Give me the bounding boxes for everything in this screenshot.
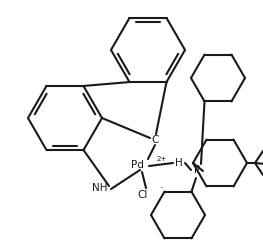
Text: P: P: [194, 165, 200, 175]
Text: ⁻: ⁻: [160, 186, 164, 192]
Text: 2+: 2+: [157, 156, 167, 162]
Text: Pd: Pd: [131, 160, 144, 170]
Text: H: H: [175, 158, 183, 168]
Text: NH: NH: [92, 183, 108, 193]
Text: Cl: Cl: [138, 190, 148, 200]
Text: C: C: [151, 135, 159, 145]
